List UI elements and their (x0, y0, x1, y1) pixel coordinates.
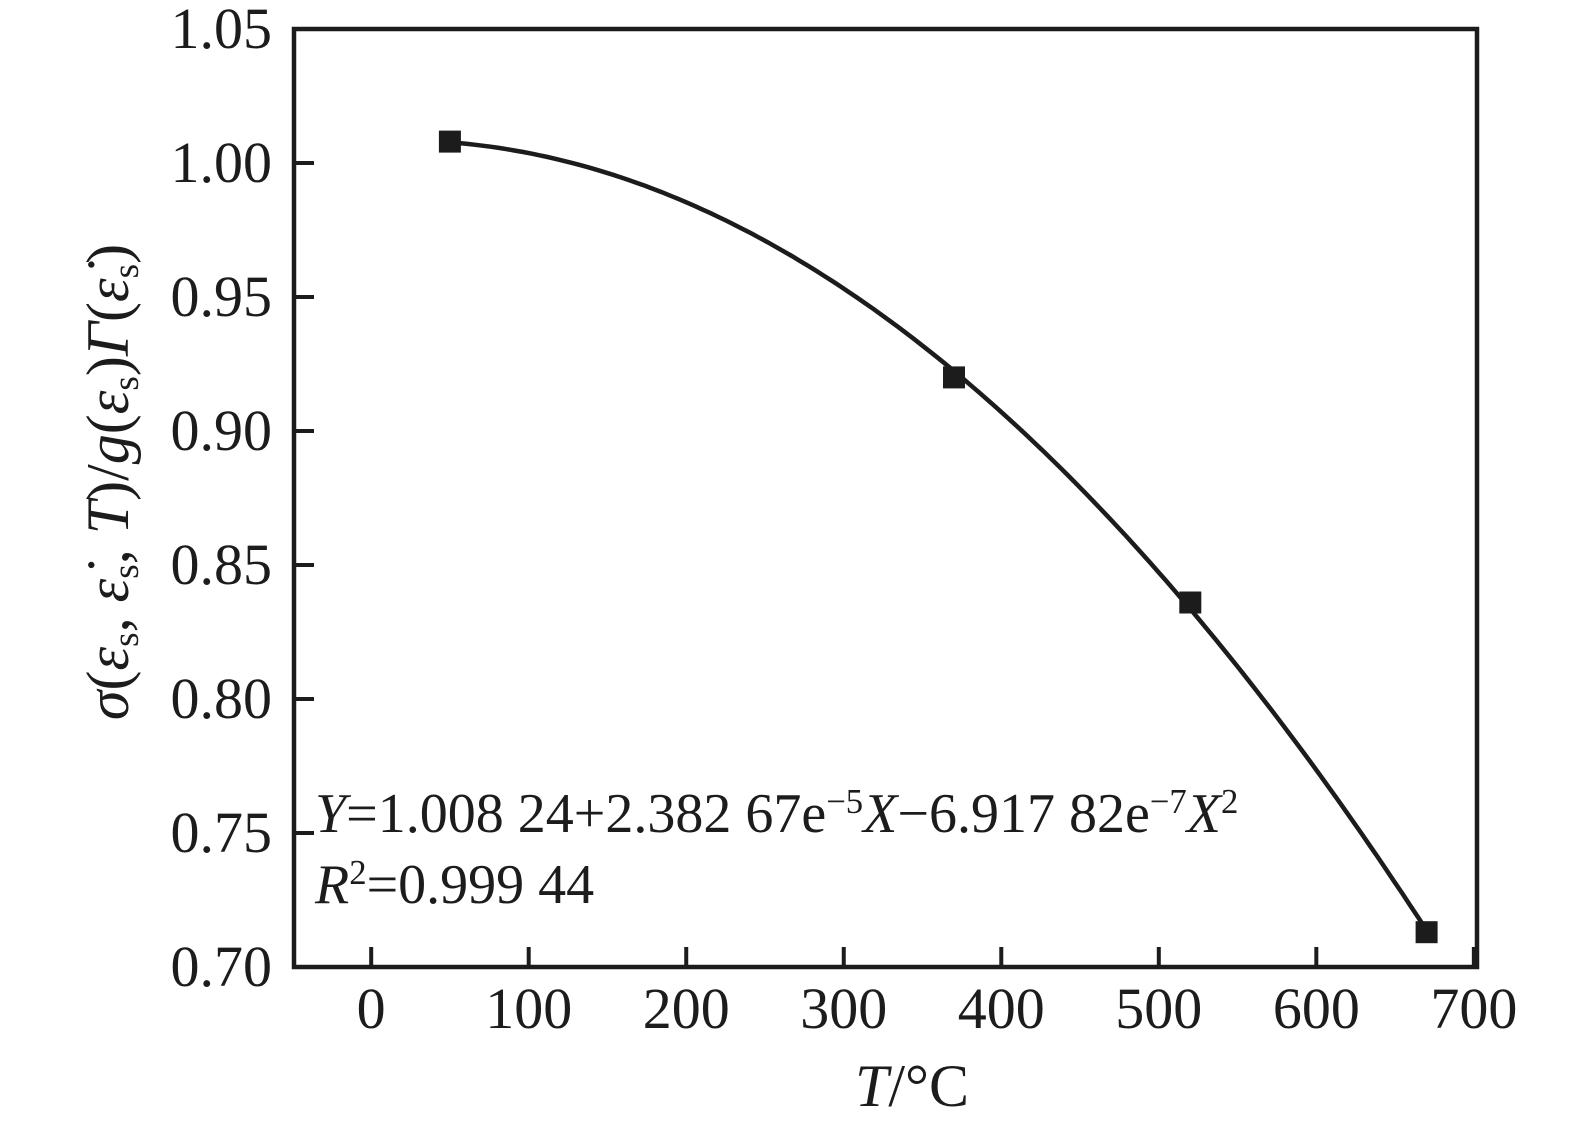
x-axis-title: T/°C (855, 1056, 969, 1116)
data-point-marker (1179, 591, 1202, 614)
plot-border (291, 26, 1480, 970)
text-segment: ( (75, 414, 141, 435)
y-axis-title: σ(εs, ε̇s, T)/g(εs)Γ(ε̇s) (75, 243, 147, 721)
y-tick-label: 0.85 (170, 532, 273, 597)
y-tick-label: 0.70 (170, 934, 273, 999)
x-tick-label: 200 (642, 976, 730, 1041)
text-segment: −7 (1149, 781, 1187, 821)
x-tick-label: 300 (800, 976, 888, 1041)
text-segment: s (106, 376, 148, 391)
text-segment: /°C (888, 1053, 970, 1119)
x-tick-label: 500 (1115, 976, 1203, 1041)
y-tick-label: 0.80 (170, 666, 273, 731)
text-segment: R (315, 854, 350, 916)
text-segment: X (863, 783, 898, 845)
data-point-marker (1415, 921, 1438, 944)
x-tick-label: 0 (356, 976, 386, 1041)
text-segment: 2 (1220, 781, 1239, 821)
r-squared-text: R2=0.999 44 (315, 853, 1238, 924)
text-segment: ( (75, 670, 141, 691)
text-segment: )/ (75, 464, 141, 501)
text-segment: ε̇ (75, 278, 141, 302)
text-segment: , (75, 534, 141, 565)
fit-curve (447, 140, 1429, 933)
x-tick-label: 600 (1272, 976, 1360, 1041)
text-segment: −5 (826, 781, 864, 821)
text-segment: =0.999 44 (366, 854, 595, 916)
y-tick-label: 0.75 (170, 800, 273, 865)
text-segment: s (106, 263, 148, 279)
y-tick-label: 0.95 (170, 264, 273, 329)
text-segment: σ (75, 690, 141, 721)
x-tick-label: 400 (957, 976, 1045, 1041)
text-segment: ε (75, 646, 141, 671)
text-segment: −6.917 82e (897, 783, 1150, 845)
text-segment: ) (75, 356, 141, 377)
text-segment: ( (75, 302, 141, 322)
x-tick-label: 100 (485, 976, 573, 1041)
text-segment: Γ (75, 321, 141, 357)
text-segment: X (1186, 783, 1221, 845)
fit-annotation: Y=1.008 24+2.382 67e−5X−6.917 82e−7X2 R2… (315, 782, 1238, 924)
x-tick-label: 700 (1430, 976, 1518, 1041)
text-segment: , (75, 602, 141, 633)
y-tick-label: 0.90 (170, 398, 273, 463)
text-segment: s (106, 632, 148, 647)
fit-equation-text: Y=1.008 24+2.382 67e−5X−6.917 82e−7X2 (315, 782, 1238, 853)
text-segment: T (854, 1053, 889, 1119)
text-segment: ε̇ (75, 578, 141, 603)
text-segment: ) (75, 243, 141, 264)
text-segment: s (106, 564, 148, 579)
y-tick-label: 1.00 (170, 130, 273, 195)
text-segment: g (75, 434, 141, 465)
text-segment: T (75, 500, 141, 535)
y-tick-label: 1.05 (170, 0, 273, 61)
text-segment: 2 (349, 852, 367, 892)
text-segment: ε (75, 390, 141, 415)
data-point-marker (438, 130, 461, 153)
text-segment: Y (315, 783, 347, 845)
data-point-marker (943, 366, 965, 389)
text-segment: =1.008 24+2.382 67e (346, 783, 827, 845)
